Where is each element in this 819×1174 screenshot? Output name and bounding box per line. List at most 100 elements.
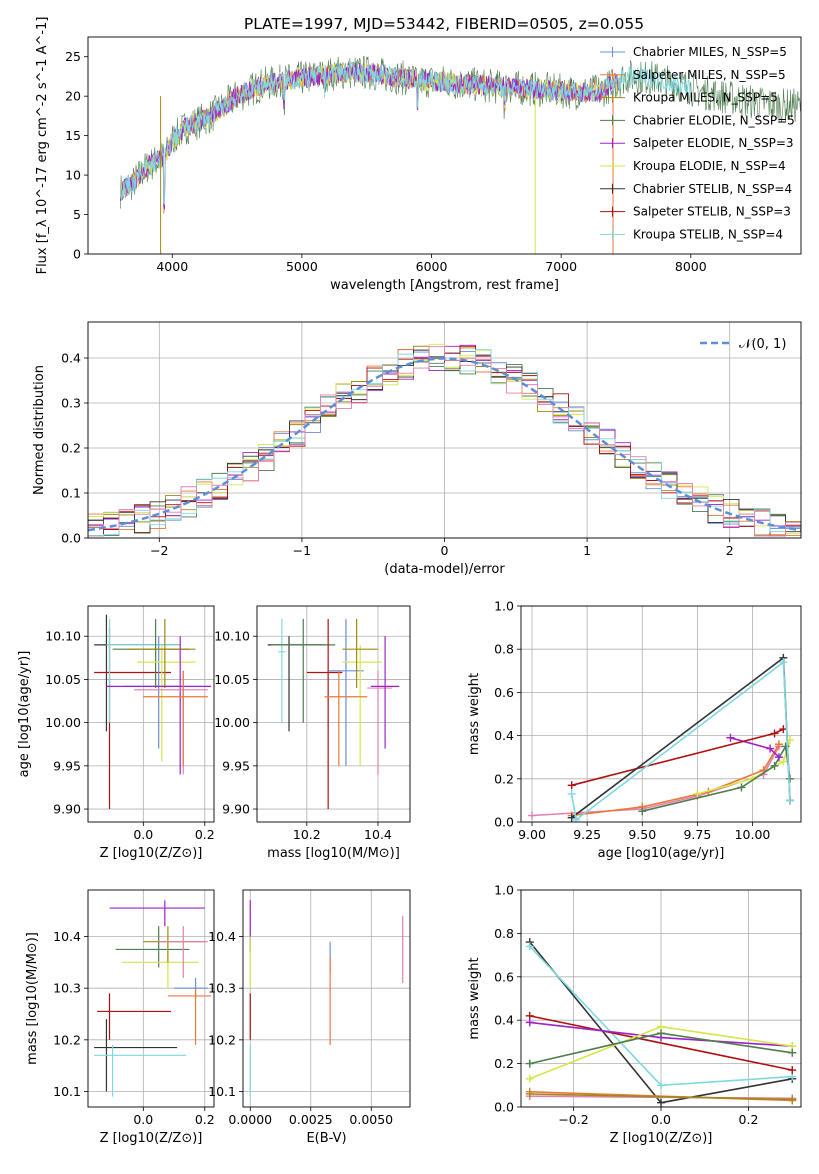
x-axis-label: E(B-V)	[306, 1131, 346, 1146]
y-tick-label: 25	[65, 49, 81, 64]
x-tick-label: 0.0	[651, 1112, 671, 1127]
y-tick-label: 10.00	[45, 715, 81, 730]
weight-point	[785, 774, 794, 783]
y-tick-label: 0.6	[494, 969, 514, 984]
legend-label: Salpeter STELIB, N_SSP=3	[633, 205, 791, 219]
y-tick-label: 5	[73, 207, 81, 222]
weight-point	[779, 757, 788, 766]
error-bars	[267, 618, 400, 810]
y-tick-label: 0.3	[61, 396, 81, 411]
y-axis-label: mass [log10(M/M⊙)]	[25, 932, 40, 1065]
x-tick-label: 0.0050	[349, 1112, 393, 1127]
figure-title: PLATE=1997, MJD=53442, FIBERID=0505, z=0…	[244, 15, 644, 33]
y-tick-label: 0.2	[61, 441, 81, 456]
panel-weight_vs_Z: −0.2 0.0 0.2 0.0 0.2 0.4 0.6 0.8 1.0 Z [log10(Z/Z…	[467, 883, 802, 1146]
x-tick-label: 0.0	[133, 1112, 153, 1127]
panels: 4000 5000 6000 7000 80000510152025wavelength…	[17, 17, 802, 1146]
y-tick-label: 0.1	[61, 486, 81, 501]
x-tick-label: 2	[726, 543, 734, 558]
y-tick-label: 10.1	[53, 1084, 81, 1099]
x-axis-label: mass [log10(M/M⊙)]	[267, 846, 400, 861]
y-tick-label: 0.6	[494, 685, 514, 700]
legend: Chabrier MILES, N_SSP=5 Salpeter MILES, N…	[600, 45, 795, 241]
weight-series	[529, 1015, 793, 1071]
x-tick-label: 6000	[416, 259, 448, 274]
panel-mass_vs_Z: 0.0 0.2 10.1 10.2 10.3 10.4 Z [log10(Z/Z⊙)] mas…	[25, 889, 215, 1146]
weight-point	[774, 753, 783, 762]
y-tick-label: 9.90	[222, 802, 250, 817]
weight-point	[567, 781, 576, 790]
weight-point	[788, 1066, 797, 1075]
y-tick-label: 0.0	[61, 531, 81, 546]
y-axis-label: age [log10(age/yr)]	[17, 651, 32, 778]
y-tick-label: 1.0	[494, 883, 514, 898]
weight-point	[567, 813, 576, 822]
weight-point	[788, 1048, 797, 1057]
histograms	[88, 343, 801, 538]
weight-point	[525, 1018, 534, 1027]
x-tick-label: 0	[441, 543, 449, 558]
x-tick-label: 4000	[156, 259, 188, 274]
weight-point	[657, 1029, 665, 1038]
y-tick-label: 10.10	[45, 629, 81, 644]
weight-series	[529, 1093, 793, 1101]
y-tick-label: 1.0	[494, 599, 514, 614]
x-tick-label: 0.0025	[289, 1112, 333, 1127]
weight-point	[572, 815, 581, 822]
histogram-extra_pink	[88, 346, 801, 538]
x-axis-label: (data-model)/error	[384, 562, 505, 577]
x-tick-label: 7000	[545, 259, 577, 274]
weight-point	[525, 942, 534, 951]
legend-label: Chabrier STELIB, N_SSP=4	[633, 182, 792, 196]
weight-point	[525, 1089, 534, 1098]
panel-weight_vs_age: 9.00 9.25 9.50 9.75 10.00 0.0 0.2 0.4 0.6 0.8 1.0 a…	[467, 599, 802, 861]
x-tick-label: 10.00	[735, 827, 771, 842]
legend-label: Chabrier ELODIE, N_SSP=5	[633, 113, 795, 127]
y-axis-label: Flux [f_λ 10^-17 erg cm^-2 s^-1 A^-1]	[35, 17, 50, 275]
weight-point	[785, 796, 794, 805]
legend-label: Kroupa MILES, N_SSP=5	[633, 91, 778, 105]
legend-label: Salpeter ELODIE, N_SSP=3	[633, 136, 794, 150]
axes-frame	[242, 889, 411, 1108]
weight-point	[770, 761, 779, 770]
weight-point	[528, 811, 537, 820]
spectrum-lines	[120, 55, 801, 254]
weight-point	[657, 1081, 665, 1090]
y-axis-label: mass weight	[467, 957, 482, 1039]
x-tick-label: 10.4	[364, 827, 392, 842]
x-axis-label: Z [log10(Z/Z⊙)]	[100, 1131, 203, 1146]
x-tick-label: 9.25	[573, 827, 601, 842]
histogram-kroupa-stelib	[88, 349, 801, 538]
x-axis-label: age [log10(age/yr)]	[598, 846, 725, 861]
axes-frame	[87, 36, 802, 255]
legend-label: Salpeter MILES, N_SSP=5	[633, 68, 786, 82]
x-tick-label: 0.2	[195, 1112, 215, 1127]
panel-age_vs_mass: 10.2 10.4 9.90 9.95 10.00 10.05 10.10 mass [log…	[214, 605, 411, 861]
x-tick-label: 10.2	[293, 827, 321, 842]
y-tick-label: 0.0	[494, 1100, 514, 1115]
y-tick-label: 0.0	[494, 815, 514, 830]
weight-point	[525, 1059, 534, 1068]
weight-point	[788, 1095, 797, 1104]
panel-spectrum: 4000 5000 6000 7000 8000 0 5 10 15 20 25 wavelength…	[35, 17, 802, 293]
y-tick-label: 0	[73, 247, 81, 262]
weight-point	[779, 658, 788, 667]
weight-point	[774, 740, 783, 749]
x-tick-label: 9.50	[628, 827, 656, 842]
x-tick-label: 8000	[675, 259, 707, 274]
legend-label: 𝒩(0, 1)	[739, 337, 786, 352]
weight-point	[770, 729, 779, 738]
spectrum-kroupa-stelib	[120, 61, 692, 206]
x-tick-label: 9.75	[683, 827, 711, 842]
y-tick-label: 0.2	[494, 771, 514, 786]
y-tick-label: 15	[65, 128, 81, 143]
y-tick-label: 9.95	[53, 758, 81, 773]
x-tick-label: 1	[583, 543, 591, 558]
y-tick-label: 10.10	[214, 629, 250, 644]
weight-lines	[528, 653, 794, 822]
panel-residuals: −2 −1 0 1 2 0.0 0.1 0.2 0.3 0.4 (data-model)/error…	[32, 321, 802, 577]
legend-label: Chabrier MILES, N_SSP=5	[633, 45, 787, 59]
weight-point	[567, 789, 576, 798]
